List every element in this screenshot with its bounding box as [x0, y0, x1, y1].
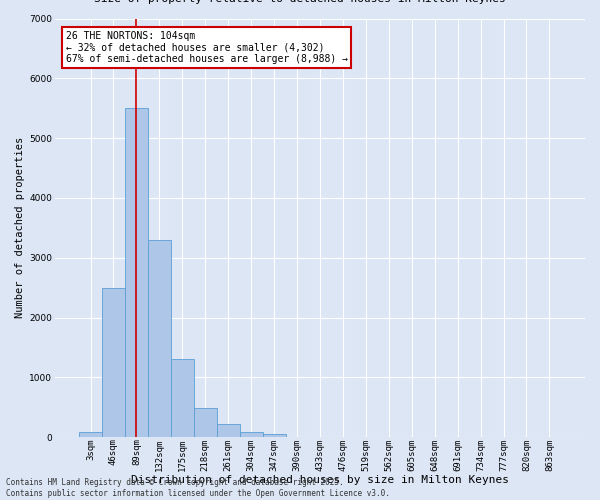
- Bar: [148, 240, 171, 437]
- Bar: [102, 288, 125, 437]
- Text: 26 THE NORTONS: 104sqm
← 32% of detached houses are smaller (4,302)
67% of semi-: 26 THE NORTONS: 104sqm ← 32% of detached…: [65, 31, 347, 64]
- Bar: [79, 432, 102, 437]
- Bar: [263, 434, 286, 437]
- Bar: [125, 108, 148, 437]
- X-axis label: Distribution of detached houses by size in Milton Keynes: Distribution of detached houses by size …: [131, 475, 509, 485]
- Bar: [217, 424, 239, 437]
- Text: Size of property relative to detached houses in Milton Keynes: Size of property relative to detached ho…: [94, 0, 506, 4]
- Bar: [194, 408, 217, 437]
- Bar: [239, 432, 263, 437]
- Y-axis label: Number of detached properties: Number of detached properties: [15, 137, 25, 318]
- Bar: [171, 360, 194, 437]
- Text: Contains HM Land Registry data © Crown copyright and database right 2025.
Contai: Contains HM Land Registry data © Crown c…: [6, 478, 390, 498]
